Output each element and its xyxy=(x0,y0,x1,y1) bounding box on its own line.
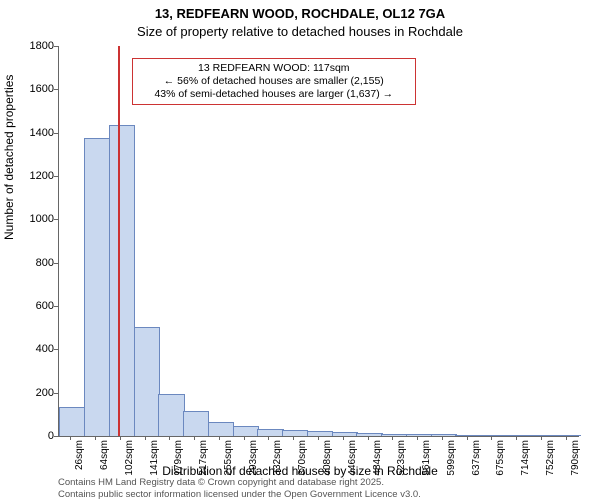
x-tick-mark xyxy=(95,436,96,440)
attribution: Contains HM Land Registry data © Crown c… xyxy=(58,477,421,500)
y-tick-label: 400 xyxy=(36,343,54,355)
y-tick-mark xyxy=(54,263,58,264)
annotation-line: 13 REDFEARN WOOD: 117sqm xyxy=(139,62,409,75)
x-tick-mark xyxy=(194,436,195,440)
y-tick-label: 600 xyxy=(36,300,54,312)
x-tick-mark xyxy=(392,436,393,440)
annotation-line: ← 56% of detached houses are smaller (2,… xyxy=(139,75,409,88)
histogram-bar xyxy=(381,434,407,436)
histogram-bar xyxy=(282,430,308,436)
histogram-bar xyxy=(257,429,283,437)
histogram-bar xyxy=(109,125,135,436)
x-tick-mark xyxy=(244,436,245,440)
x-tick-mark xyxy=(491,436,492,440)
histogram-bar xyxy=(554,435,580,437)
y-tick-label: 1200 xyxy=(30,170,54,182)
x-tick-mark xyxy=(318,436,319,440)
annotation-box: 13 REDFEARN WOOD: 117sqm← 56% of detache… xyxy=(132,58,416,105)
y-tick-mark xyxy=(54,219,58,220)
annotation-line: 43% of semi-detached houses are larger (… xyxy=(139,88,409,101)
histogram-bar xyxy=(158,394,184,436)
chart-subtitle: Size of property relative to detached ho… xyxy=(0,24,600,39)
x-tick-mark xyxy=(516,436,517,440)
y-tick-label: 1800 xyxy=(30,40,54,52)
y-tick-mark xyxy=(54,306,58,307)
histogram-bar xyxy=(431,434,457,436)
histogram-bar xyxy=(406,434,432,436)
histogram-bar xyxy=(134,327,160,436)
y-tick-mark xyxy=(54,349,58,350)
y-tick-label: 200 xyxy=(36,387,54,399)
y-tick-mark xyxy=(54,436,58,437)
x-tick-mark xyxy=(70,436,71,440)
y-tick-mark xyxy=(54,133,58,134)
x-tick-mark xyxy=(467,436,468,440)
histogram-bar xyxy=(183,411,209,436)
y-tick-mark xyxy=(54,393,58,394)
chart-container: 13, REDFEARN WOOD, ROCHDALE, OL12 7GA Si… xyxy=(0,0,600,500)
y-tick-label: 1400 xyxy=(30,127,54,139)
histogram-bar xyxy=(233,426,259,436)
histogram-bar xyxy=(307,431,333,436)
y-tick-label: 1600 xyxy=(30,83,54,95)
attribution-line: Contains HM Land Registry data © Crown c… xyxy=(58,477,421,488)
x-tick-mark xyxy=(417,436,418,440)
chart-title: 13, REDFEARN WOOD, ROCHDALE, OL12 7GA xyxy=(0,6,600,21)
histogram-bar xyxy=(356,433,382,436)
histogram-bar xyxy=(530,435,556,437)
x-tick-mark xyxy=(442,436,443,440)
y-tick-label: 1000 xyxy=(30,213,54,225)
x-axis-label: Distribution of detached houses by size … xyxy=(0,464,600,478)
x-tick-mark xyxy=(566,436,567,440)
x-tick-mark xyxy=(219,436,220,440)
y-tick-mark xyxy=(54,176,58,177)
histogram-bar xyxy=(505,435,531,437)
histogram-bar xyxy=(455,435,481,437)
x-tick-mark xyxy=(368,436,369,440)
x-tick-mark xyxy=(343,436,344,440)
y-tick-mark xyxy=(54,46,58,47)
x-tick-mark xyxy=(268,436,269,440)
x-tick-mark xyxy=(145,436,146,440)
histogram-bar xyxy=(480,435,506,437)
histogram-bar xyxy=(332,432,358,436)
x-tick-mark xyxy=(169,436,170,440)
y-axis-label: Number of detached properties xyxy=(2,75,16,240)
x-tick-mark xyxy=(293,436,294,440)
plot-area: 13 REDFEARN WOOD: 117sqm← 56% of detache… xyxy=(58,46,579,437)
x-tick-mark xyxy=(120,436,121,440)
histogram-bar xyxy=(208,422,234,436)
y-tick-label: 800 xyxy=(36,257,54,269)
attribution-line: Contains public sector information licen… xyxy=(58,489,421,500)
y-tick-mark xyxy=(54,89,58,90)
x-tick-mark xyxy=(541,436,542,440)
histogram-bar xyxy=(84,138,110,436)
histogram-bar xyxy=(59,407,85,436)
reference-line xyxy=(118,46,120,436)
